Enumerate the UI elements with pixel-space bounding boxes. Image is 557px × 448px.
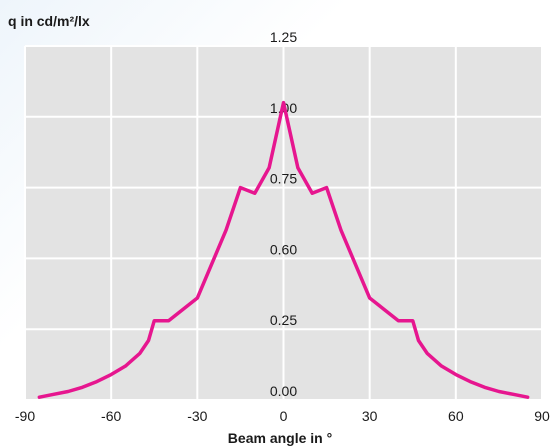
x-tick-label: 90 [534,408,550,424]
x-tick-label: -30 [187,408,207,424]
y-tick-labels: 0.000.250.600.751.001.25 [270,29,297,399]
y-axis-label: q in cd/m²/lx [8,13,90,29]
y-tick-label: 0.75 [270,171,297,187]
x-axis-label: Beam angle in ° [228,430,332,446]
x-tick-label: -90 [15,408,35,424]
x-tick-labels: -90 -60 -30 0 30 60 90 [15,408,550,424]
y-tick-label: 0.25 [270,312,297,328]
y-tick-label: 0.60 [270,241,297,257]
x-tick-label: 30 [362,408,378,424]
x-tick-label: 0 [280,408,288,424]
y-tick-label: 1.25 [270,29,297,45]
series-line [37,100,530,399]
x-tick-label: 60 [448,408,464,424]
x-tick-label: -60 [101,408,121,424]
grid-lines [24,45,543,401]
y-tick-label: 0.00 [270,383,297,399]
